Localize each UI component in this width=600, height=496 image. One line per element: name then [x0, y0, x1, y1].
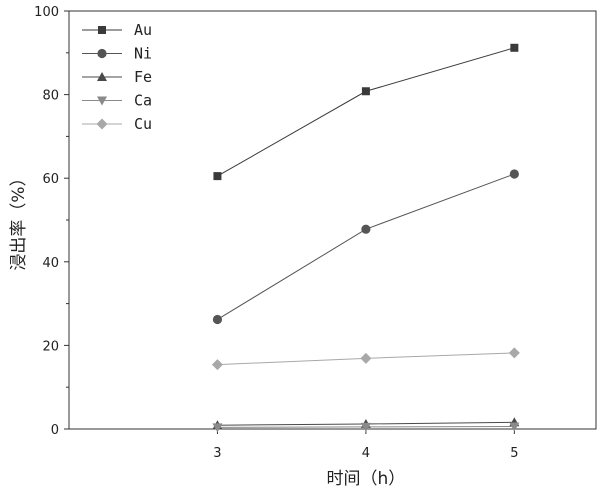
series-cu — [211, 347, 520, 371]
series-layer — [211, 43, 520, 433]
legend-label: Au — [134, 21, 152, 39]
legend-marker-fe — [97, 72, 107, 81]
data-point-ca — [360, 422, 371, 432]
legend-label: Ni — [134, 45, 152, 63]
y-tick-label: 0 — [51, 423, 59, 438]
y-tick-label: 100 — [34, 5, 59, 20]
y-axis: 0 20 40 60 80 100 — [34, 5, 69, 438]
legend-marker-cu — [96, 118, 108, 130]
data-point-au — [510, 43, 519, 52]
x-tick-label: 4 — [362, 446, 370, 461]
legend-item-ni: Ni — [82, 45, 152, 63]
series-line-au — [217, 47, 515, 177]
legend-label: Ca — [134, 92, 152, 110]
series-ni — [212, 169, 519, 325]
legend-item-fe: Fe — [82, 68, 152, 86]
data-point-au — [213, 172, 222, 181]
legend-item-au: Au — [82, 21, 152, 39]
legend-label: Cu — [134, 115, 152, 133]
data-point-ca — [509, 422, 520, 432]
y-axis-title: 浸出率（%） — [9, 169, 29, 270]
legend-marker-ni — [97, 48, 107, 59]
series-line-ni — [217, 173, 515, 320]
data-point-cu — [360, 352, 372, 364]
x-tick-label: 3 — [213, 446, 221, 461]
data-point-cu — [211, 359, 223, 371]
data-point-cu — [508, 347, 520, 359]
legend-label: Fe — [134, 68, 152, 86]
data-point-ca — [212, 423, 223, 433]
data-point-au — [361, 87, 370, 96]
legend-item-ca: Ca — [82, 92, 152, 110]
legend-marker-ca — [97, 96, 107, 106]
data-point-ni — [212, 314, 223, 325]
data-point-ni — [361, 224, 371, 234]
y-tick-label: 60 — [42, 172, 59, 187]
y-tick-label: 40 — [42, 256, 59, 271]
y-tick-label: 20 — [42, 339, 59, 354]
y-tick-label: 80 — [42, 89, 59, 104]
data-point-ni — [509, 169, 519, 179]
series-ca — [212, 422, 520, 433]
legend-marker-au — [98, 26, 106, 34]
legend-item-cu: Cu — [82, 115, 152, 133]
x-axis-title: 时间（h） — [327, 469, 406, 489]
legend: Au Ni Fe Ca Cu — [82, 21, 152, 133]
x-axis: 3 4 5 — [213, 429, 518, 461]
x-tick-label: 5 — [510, 446, 518, 461]
series-au — [213, 43, 519, 181]
